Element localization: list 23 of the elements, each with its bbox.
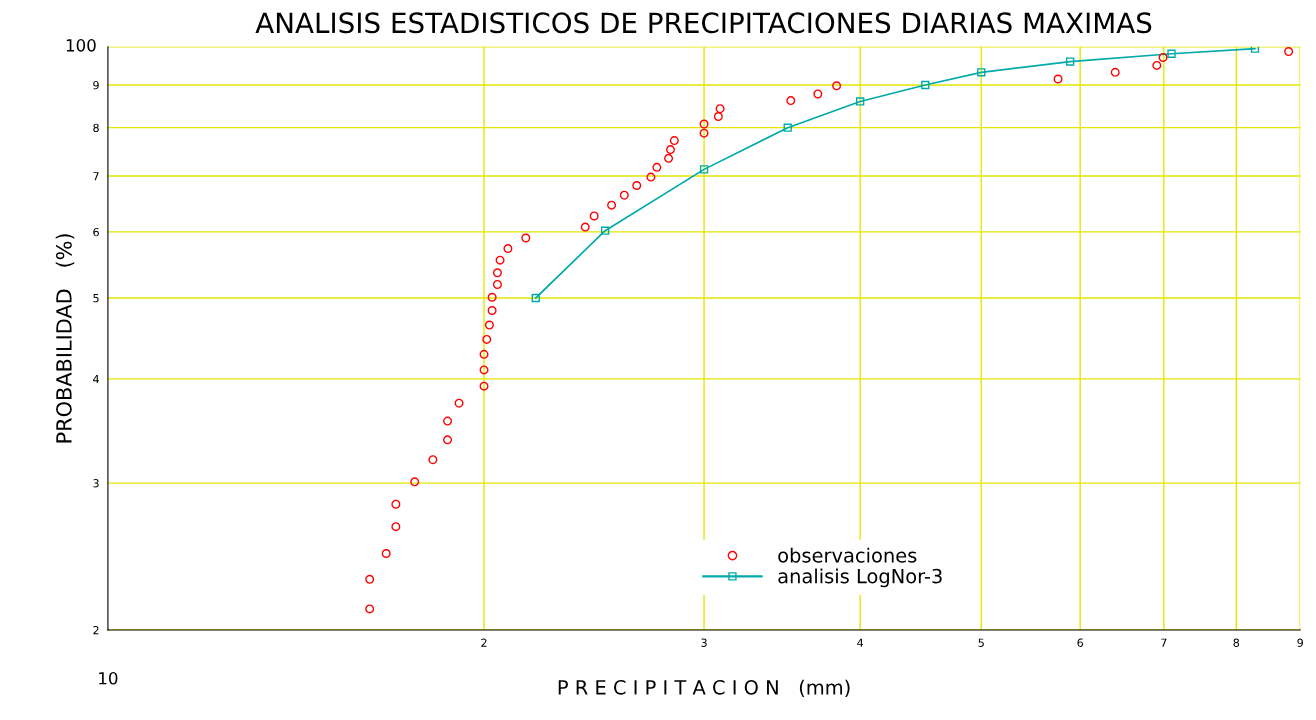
y-tick-label: 9 bbox=[93, 80, 99, 90]
y-tick-label: 3 bbox=[93, 479, 99, 488]
y-tick-label: 2 bbox=[93, 625, 99, 635]
chart-title: ANALISIS ESTADISTICOS DE PRECIPITACIONES DIARIAS MAXIMAS bbox=[255, 12, 1152, 34]
x-axis-title: P R E C I P I T A C I O N (mm) bbox=[558, 679, 850, 697]
y-tick-label: 6 bbox=[93, 227, 99, 237]
x-tick-label: 2 bbox=[481, 638, 487, 647]
y-tick-label: 7 bbox=[93, 172, 99, 181]
x-tick-label: 6 bbox=[1077, 638, 1084, 647]
text: 100 bbox=[66, 39, 96, 52]
x-tick-label: 8 bbox=[1233, 638, 1240, 647]
legend-label: analisis LogNor-3 bbox=[778, 568, 942, 588]
x-tick-label: 4 bbox=[857, 638, 864, 647]
y-tick-label: 8 bbox=[93, 123, 99, 133]
x-tick-label: 3 bbox=[701, 638, 707, 647]
text: 10 bbox=[99, 671, 118, 685]
y-tick-label: 4 bbox=[93, 374, 99, 384]
y-axis-title: PROBABILIDAD (%) bbox=[55, 234, 75, 443]
y-tick-label: 5 bbox=[93, 294, 99, 303]
x-tick-label: 5 bbox=[978, 638, 984, 647]
x-tick-label: 7 bbox=[1161, 638, 1167, 647]
legend-label: observaciones bbox=[778, 547, 917, 563]
x-tick-label: 9 bbox=[1297, 638, 1303, 647]
